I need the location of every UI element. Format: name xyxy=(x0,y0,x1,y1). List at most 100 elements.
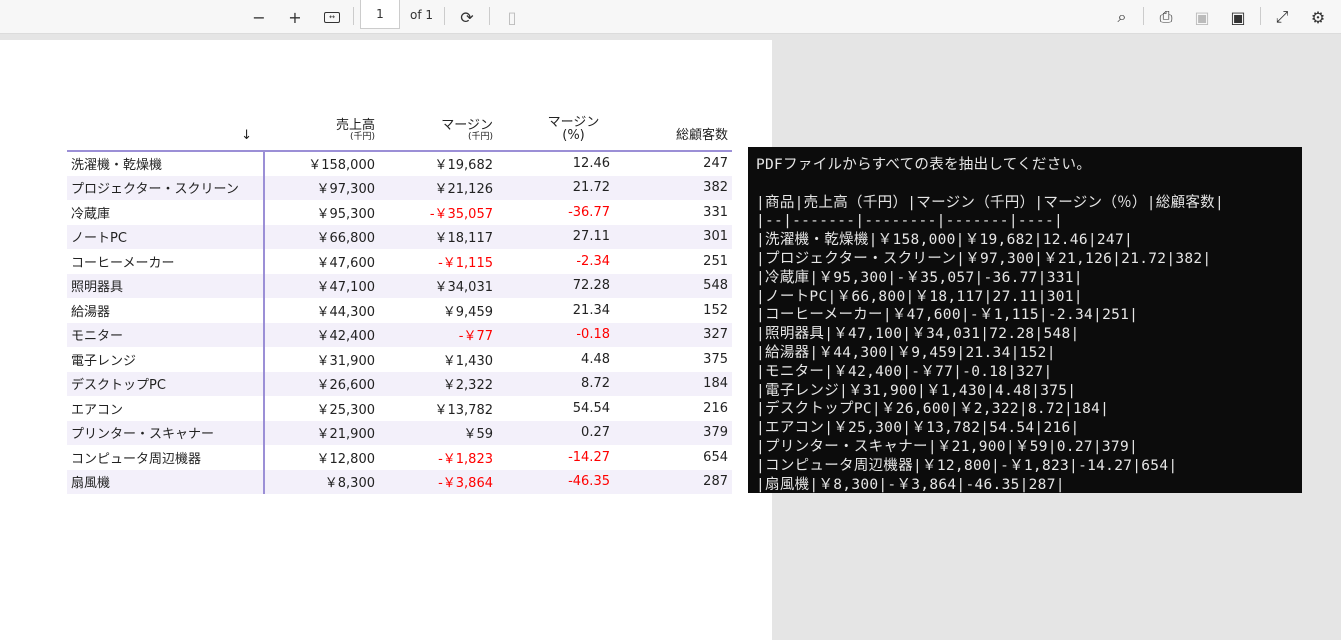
terminal-line: |プリンター・スキャナー|￥21,900|￥59|0.27|379| xyxy=(756,438,1139,455)
terminal-line: |扇風機|￥8,300|-￥3,864|-46.35|287| xyxy=(756,476,1065,493)
margin-cell: -￥77 xyxy=(379,322,497,347)
product-cell: エアコン xyxy=(71,402,124,418)
terminal-line: |洗濯機・乾燥機|￥158,000|￥19,682|12.46|247| xyxy=(756,232,1134,249)
terminal-line: |エアコン|￥25,300|￥13,782|54.54|216| xyxy=(756,420,1080,437)
table-row: 電子レンジ ￥31,900 ￥1,430 4.48 375 xyxy=(67,347,732,372)
sales-cell: ￥47,600 xyxy=(263,249,379,274)
terminal-line: |デスクトップPC|￥26,600|￥2,322|8.72|184| xyxy=(756,401,1110,418)
product-cell: 洗濯機・乾燥機 xyxy=(67,150,264,176)
sales-cell: ￥95,300 xyxy=(263,200,379,225)
product-cell: コーヒーメーカー xyxy=(71,255,175,271)
table-header: ↓ 売上高 (千円) マージン (千円) マージン (%) 総顧客数 xyxy=(67,108,732,151)
customers-cell: 382 xyxy=(614,175,732,200)
fullscreen-icon: ⤢ xyxy=(1275,7,1289,26)
terminal-line: |コンピュータ周辺機器|￥12,800|-￥1,823|-14.27|654| xyxy=(756,457,1178,474)
product-cell: 冷蔵庫 xyxy=(71,206,111,222)
divider xyxy=(489,7,490,25)
product-cell: 扇風機 xyxy=(67,469,264,494)
header-margin-pct: マージン (%) xyxy=(547,115,600,143)
terminal-line: |プロジェクター・スクリーン|￥97,300|￥21,126|21.72|382… xyxy=(756,250,1212,267)
product-cell: デスクトップPC xyxy=(67,371,264,396)
margin-pct-cell: 4.48 xyxy=(581,351,610,367)
product-cell: 給湯器 xyxy=(71,304,111,320)
product-cell: モニター xyxy=(67,322,264,347)
terminal-line: |--|-------|--------|-------|----| xyxy=(756,213,1064,230)
sales-cell: ￥8,300 xyxy=(263,469,379,494)
fullscreen-button[interactable]: ⤢ xyxy=(1270,4,1294,30)
sales-cell: ￥158,000 xyxy=(263,150,379,176)
table-row: 照明器具 ￥47,100 ￥34,031 72.28 548 xyxy=(67,273,732,298)
page-number-input[interactable]: 1 xyxy=(360,0,400,29)
divider xyxy=(1143,7,1144,25)
margin-cell: -￥1,115 xyxy=(438,255,493,271)
sales-cell: ￥31,900 xyxy=(263,347,379,372)
terminal-output: PDFファイルからすべての表を抽出してください。 |商品|売上高（千円）|マージン… xyxy=(748,147,1302,493)
margin-pct-cell: -46.35 xyxy=(497,469,614,494)
pdf-toolbar: − + ↔ 1 of 1 ⟳ ▯ ⌕ ⎙ ▣ ▣ ⤢ ⚙ xyxy=(0,0,1341,34)
settings-button[interactable]: ⚙ xyxy=(1306,4,1330,30)
page-count: of 1 xyxy=(410,8,434,22)
table-row: 洗濯機・乾燥機 ￥158,000 ￥19,682 12.46 247 xyxy=(67,150,732,176)
table-row: プリンター・スキャナー ￥21,900 ￥59 0.27 379 xyxy=(67,420,732,445)
sales-cell: ￥12,800 xyxy=(263,445,379,470)
product-cell: プリンター・スキャナー xyxy=(67,420,264,445)
sales-cell: ￥25,300 xyxy=(263,396,379,421)
two-page-icon: ▯ xyxy=(507,7,517,27)
margin-cell: ￥18,117 xyxy=(379,224,497,249)
table-row: 給湯器 ￥44,300 ￥9,459 21.34 152 xyxy=(67,298,732,323)
table-row: 扇風機 ￥8,300 -￥3,864 -46.35 287 xyxy=(67,469,732,494)
table-row: コンピュータ周辺機器 ￥12,800 -￥1,823 -14.27 654 xyxy=(67,445,732,470)
sales-cell: ￥66,800 xyxy=(263,224,379,249)
terminal-line: |モニター|￥42,400|-￥77|-0.18|327| xyxy=(756,363,1053,380)
sales-cell: ￥21,900 xyxy=(263,420,379,445)
sales-cell: ￥47,100 xyxy=(263,273,379,298)
rotate-button[interactable]: ⟳ xyxy=(455,4,479,30)
sales-cell: ￥44,300 xyxy=(263,298,379,323)
margin-pct-cell: -14.27 xyxy=(568,449,610,465)
customers-cell: 301 xyxy=(614,224,732,249)
customers-cell: 216 xyxy=(703,400,728,416)
minus-icon: − xyxy=(252,7,266,27)
customers-cell: 327 xyxy=(614,322,732,347)
search-button[interactable]: ⌕ xyxy=(1110,4,1134,30)
customers-cell: 654 xyxy=(703,449,728,465)
margin-pct-cell: 0.27 xyxy=(497,420,614,445)
table-row: 冷蔵庫 ￥95,300 -￥35,057 -36.77 331 xyxy=(67,200,732,225)
save-icon: ▣ xyxy=(1194,7,1210,27)
margin-cell: ￥1,430 xyxy=(442,353,493,369)
sort-indicator[interactable]: ↓ xyxy=(241,128,252,143)
customers-cell: 331 xyxy=(703,204,728,220)
product-cell: プロジェクター・スクリーン xyxy=(67,175,264,200)
product-cell: ノートPC xyxy=(67,224,264,249)
search-icon: ⌕ xyxy=(1117,7,1127,26)
margin-pct-cell: 21.72 xyxy=(497,175,614,200)
two-page-button[interactable]: ▯ xyxy=(500,4,524,30)
terminal-line: |電子レンジ|￥31,900|￥1,430|4.48|375| xyxy=(756,382,1077,399)
table-row: ノートPC ￥66,800 ￥18,117 27.11 301 xyxy=(67,224,732,249)
customers-cell: 251 xyxy=(703,253,728,269)
save-button[interactable]: ▣ xyxy=(1190,4,1214,30)
print-button[interactable]: ⎙ xyxy=(1154,4,1178,30)
rotate-icon: ⟳ xyxy=(460,7,474,27)
margin-cell: -￥35,057 xyxy=(429,206,493,222)
margin-cell: ￥13,782 xyxy=(434,402,494,418)
margin-cell: ￥9,459 xyxy=(442,304,493,320)
zoom-in-button[interactable]: + xyxy=(284,4,306,30)
terminal-line: |コーヒーメーカー|￥47,600|-￥1,115|-2.34|251| xyxy=(756,307,1139,324)
save-as-button[interactable]: ▣ xyxy=(1226,4,1250,30)
margin-pct-cell: 72.28 xyxy=(497,273,614,298)
customers-cell: 548 xyxy=(614,273,732,298)
divider xyxy=(1260,7,1261,25)
settings-icon: ⚙ xyxy=(1310,7,1326,27)
plus-icon: + xyxy=(288,7,302,27)
terminal-line: |商品|売上高（千円）|マージン（千円）|マージン（％）|総顧客数| xyxy=(756,194,1224,211)
sales-cell: ￥42,400 xyxy=(263,322,379,347)
customers-cell: 287 xyxy=(614,469,732,494)
margin-cell: -￥1,823 xyxy=(438,451,493,467)
table-row: エアコン ￥25,300 ￥13,782 54.54 216 xyxy=(67,396,732,421)
table-row: モニター ￥42,400 -￥77 -0.18 327 xyxy=(67,322,732,347)
fit-width-button[interactable]: ↔ xyxy=(320,4,344,30)
margin-pct-cell: 8.72 xyxy=(497,371,614,396)
zoom-out-button[interactable]: − xyxy=(248,4,270,30)
header-sales: 売上高 (千円) xyxy=(335,118,375,142)
